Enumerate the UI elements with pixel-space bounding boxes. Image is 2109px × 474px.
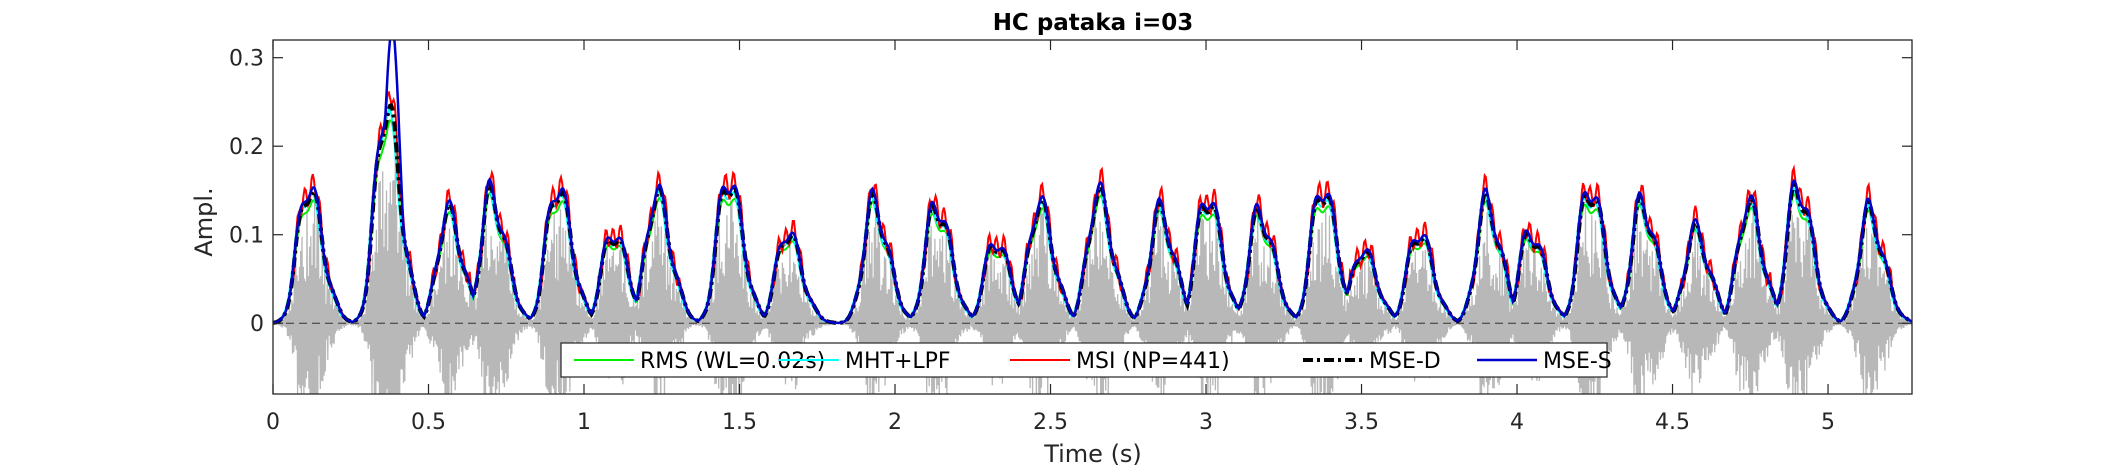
y-axis-label: Ampl. [190,187,218,256]
y-tick-label: 0 [250,312,264,337]
legend: RMS (WL=0.02s) MHT+LPF MSI (NP=441) MSE-D MS… [560,342,1612,378]
x-tick-label: 1 [577,410,591,435]
x-tick-label: 3 [1199,410,1213,435]
series-layer [273,40,1912,326]
plot-frame [272,39,1913,395]
x-tick-label: 4 [1510,410,1524,435]
legend-box [560,342,1608,378]
x-tick-label: 0 [266,410,280,435]
legend-label-4: MSE-D [1369,349,1441,374]
series-line-5 [273,40,1912,325]
legend-label-5: MSE-S [1543,349,1612,374]
x-tick-label: 4.5 [1655,410,1690,435]
x-tick-label: 0.5 [411,410,446,435]
x-tick-label: 3.5 [1344,410,1379,435]
legend-label-1: RMS (WL=0.02s) [640,349,825,374]
y-tick-label: 0.3 [229,47,264,72]
y-tick-label: 0.2 [229,135,264,160]
x-tick-label: 2 [888,410,902,435]
x-axis-label: Time (s) [1043,440,1142,468]
legend-label-2: MHT+LPF [845,349,951,374]
legend-label-3: MSI (NP=441) [1076,349,1230,374]
x-tick-label: 1.5 [722,410,757,435]
axis-ticks: 0 0.5 1 1.5 2 2.5 3 3.5 4 4.5 5 0 0.1 0.2 0.3 [229,40,1912,435]
x-tick-label: 2.5 [1033,410,1068,435]
x-tick-label: 5 [1821,410,1835,435]
speech-waveform [273,147,1912,394]
y-tick-label: 0.1 [229,224,264,249]
waveform-layer [273,147,1912,394]
chart-title: HC pataka i=03 [993,10,1194,36]
